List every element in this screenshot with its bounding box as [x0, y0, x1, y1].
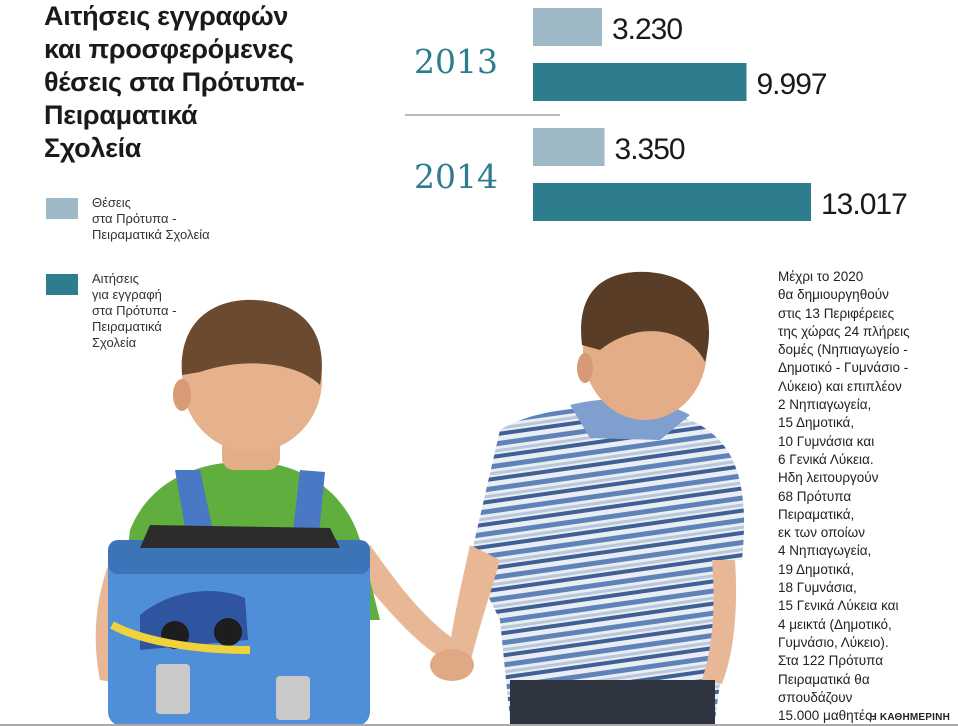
- note-line: 15 Δημοτικά,: [778, 415, 855, 431]
- legend-label-line: Πειραματικά Σχολεία: [92, 227, 210, 242]
- bottom-rule: [0, 724, 958, 726]
- title-line: θέσεις στα Πρότυπα-: [44, 67, 305, 97]
- note-line: Λύκειο) και επιπλέον: [778, 378, 902, 394]
- legend-label-line: για εγγραφή: [92, 287, 162, 302]
- note-line: Πειραματικά,: [778, 506, 855, 522]
- note-line: 2 Νηπιαγωγεία,: [778, 397, 872, 413]
- chart-title: Αιτήσεις εγγραφών και προσφερόμενες θέσε…: [44, 0, 344, 165]
- bar-applications-2014: [533, 183, 811, 221]
- data-label-applications-2014: 13.017: [821, 188, 907, 221]
- note-line: Μέχρι το 2020: [778, 269, 864, 284]
- data-label-positions-2014: 3.350: [615, 133, 685, 166]
- category-label-2013: 2013: [414, 42, 498, 81]
- note-line: της χώρας 24 πλήρεις: [778, 323, 910, 339]
- legend-swatch-applications: [46, 274, 78, 295]
- note-line: 10 Γυμνάσια και: [778, 433, 875, 449]
- legend-label-line: Θέσεις: [92, 195, 131, 210]
- note-line: εκ των οποίων: [778, 525, 865, 541]
- note-line: 68 Πρότυπα: [778, 488, 852, 504]
- bar-chart: 2013 3.230 9.997 2014 3.350 13.017: [405, 8, 908, 221]
- title-line: Σχολεία: [44, 133, 142, 163]
- note-line: 15 Γενικά Λύκεια και: [778, 598, 899, 614]
- legend-label-line: Πειραματικά: [92, 319, 162, 334]
- note-line: Γυμνάσιο, Λύκειο).: [778, 634, 889, 650]
- legend-label-line: Σχολεία: [92, 335, 137, 350]
- note-line: Στα 122 Πρότυπα: [778, 653, 884, 669]
- source-label: Η ΚΑΘΗΜΕΡΙΝΗ: [869, 712, 950, 723]
- legend-label-line: στα Πρότυπα -: [92, 303, 177, 318]
- note-line: Ηδη λειτουργούν: [778, 470, 879, 486]
- note-line: 6 Γενικά Λύκεια.: [778, 451, 874, 467]
- note-line: 4 μεικτά (Δημοτικό,: [778, 616, 892, 632]
- bar-positions-2013: [533, 8, 602, 46]
- title-line: Πειραματικά: [44, 100, 198, 130]
- title-line: και προσφερόμενες: [44, 34, 294, 64]
- note-line: δομές (Νηπιαγωγείο -: [778, 342, 908, 358]
- legend-label-line: Αιτήσεις: [92, 271, 139, 286]
- legend-label-line: στα Πρότυπα -: [92, 211, 177, 226]
- note-line: Δημοτικό - Γυμνάσιο -: [778, 360, 909, 376]
- bar-positions-2014: [533, 128, 605, 166]
- note-line: σπουδάζουν: [778, 689, 853, 705]
- note-line: 18 Γυμνάσια,: [778, 580, 857, 596]
- note-line: 4 Νηπιαγωγεία,: [778, 543, 872, 559]
- note-line: στις 13 Περιφέρειες: [778, 305, 895, 321]
- note-text: Μέχρι το 2020 θα δημιουργηθούν στις 13 Περ…: [778, 268, 948, 725]
- category-label-2014: 2014: [414, 157, 498, 196]
- note-line: Πειραματικά θα: [778, 671, 870, 687]
- bar-applications-2013: [533, 63, 747, 101]
- title-line: Αιτήσεις εγγραφών: [44, 1, 289, 31]
- note-line: 19 Δημοτικά,: [778, 561, 855, 577]
- note-line: 15.000 μαθητές.: [778, 708, 876, 724]
- note-line: θα δημιουργηθούν: [778, 287, 889, 303]
- legend-swatch-positions: [46, 198, 78, 219]
- data-label-positions-2013: 3.230: [612, 13, 682, 46]
- data-label-applications-2013: 9.997: [757, 68, 827, 101]
